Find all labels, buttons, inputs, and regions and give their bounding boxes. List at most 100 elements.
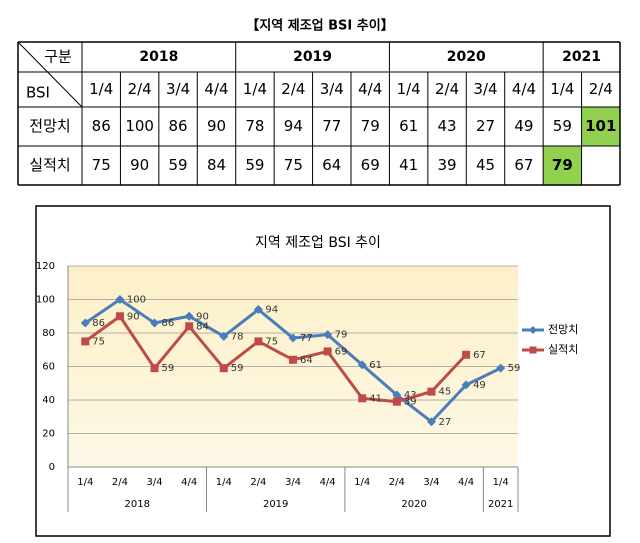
marker [427, 387, 436, 396]
marker [323, 347, 332, 356]
table-cell: 84 [207, 156, 226, 174]
x-tick-label: 2/4 [250, 477, 266, 488]
marker [289, 355, 297, 364]
data-label: 59 [162, 363, 175, 374]
year-header: 2018 [139, 49, 178, 65]
data-label: 59 [508, 363, 521, 374]
year-header: 2020 [447, 49, 486, 65]
quarter-header: 3/4 [320, 80, 344, 98]
row-label: 실적치 [29, 156, 70, 174]
table-cell: 90 [130, 156, 149, 174]
table-cell: 86 [92, 117, 111, 135]
data-label: 75 [92, 336, 105, 347]
data-label: 49 [473, 380, 486, 391]
data-label: 90 [127, 311, 140, 322]
y-tick-label: 0 [49, 462, 55, 473]
marker [254, 337, 263, 346]
data-label: 61 [369, 360, 382, 371]
table-cell: 59 [169, 156, 188, 174]
table-title: 【지역 제조업 BSI 추이】 [246, 18, 393, 34]
data-label: 43 [404, 390, 417, 401]
marker [358, 394, 367, 403]
quarter-header: 4/4 [358, 80, 382, 98]
marker [461, 380, 471, 390]
table-cell: 41 [399, 156, 418, 174]
table-cell: 90 [207, 117, 226, 135]
data-label: 41 [369, 393, 382, 404]
year-header: 2021 [562, 49, 601, 65]
quarter-header: 2/4 [435, 80, 459, 98]
table-cell: 61 [399, 117, 418, 135]
table-cell: 75 [284, 156, 303, 174]
y-tick-label: 80 [42, 328, 55, 339]
quarter-header: 1/4 [550, 80, 574, 98]
quarter-header: 4/4 [512, 80, 536, 98]
table-cell: 79 [361, 117, 380, 135]
data-label: 75 [265, 336, 278, 347]
table-cell: 75 [92, 156, 111, 174]
table-cell: 77 [322, 117, 341, 135]
series-line [84, 314, 468, 404]
table-cell: 43 [438, 117, 457, 135]
x-tick-label: 2/4 [389, 477, 405, 488]
marker [357, 360, 367, 370]
data-label: 84 [196, 321, 209, 332]
marker [323, 330, 333, 340]
marker [81, 337, 90, 346]
data-label: 78 [231, 331, 244, 342]
data-label: 94 [265, 305, 278, 316]
marker [426, 417, 436, 427]
data-label: 79 [335, 330, 348, 341]
table-cell: 59 [245, 156, 264, 174]
y-tick-label: 100 [36, 295, 55, 306]
data-label: 64 [300, 355, 313, 366]
table-cell: 101 [585, 117, 616, 135]
table-cell: 79 [552, 156, 573, 174]
marker [80, 318, 90, 328]
table-cell: 59 [553, 117, 572, 135]
marker [219, 364, 228, 373]
y-tick-label: 20 [42, 429, 55, 440]
x-tick-label: 4/4 [181, 477, 197, 488]
data-label: 67 [473, 350, 486, 361]
x-group-label: 2021 [488, 499, 513, 510]
y-tick-label: 40 [42, 395, 55, 406]
x-tick-label: 1/4 [354, 477, 370, 488]
x-group-label: 2018 [125, 499, 150, 510]
y-tick-label: 120 [36, 261, 55, 272]
data-label: 39 [404, 397, 417, 408]
highlight-cell [581, 107, 620, 146]
marker [115, 295, 125, 304]
row-label: 전망치 [29, 117, 70, 135]
table-cell: 100 [125, 117, 154, 135]
x-tick-label: 3/4 [285, 477, 301, 488]
x-tick-label: 4/4 [458, 477, 474, 488]
legend-label: 전망치 [548, 323, 578, 336]
table-cell: 27 [476, 117, 495, 135]
data-label: 86 [162, 318, 175, 329]
data-label: 27 [438, 417, 451, 428]
data-label: 100 [127, 295, 146, 306]
quarter-header: 1/4 [89, 80, 113, 98]
x-group-label: 2020 [401, 499, 426, 510]
y-tick-label: 60 [42, 362, 55, 373]
table-cell: 78 [245, 117, 264, 135]
marker [462, 350, 471, 359]
quarter-header: 2/4 [128, 80, 152, 98]
quarter-header: 1/4 [397, 80, 421, 98]
table-cell: 49 [514, 117, 533, 135]
quarter-header: 1/4 [243, 80, 267, 98]
quarter-header: 4/4 [204, 80, 228, 98]
table-cell: 69 [361, 156, 380, 174]
year-header: 2019 [293, 49, 332, 65]
data-label: 69 [335, 346, 348, 357]
table-cell: 94 [284, 117, 303, 135]
table-cell: 64 [322, 156, 341, 174]
x-tick-label: 3/4 [423, 477, 439, 488]
corner-label: 구분 [44, 48, 72, 66]
x-tick-label: 1/4 [216, 477, 232, 488]
x-tick-label: 3/4 [146, 477, 162, 488]
legend-marker [529, 346, 537, 354]
quarter-header: 3/4 [473, 80, 497, 98]
